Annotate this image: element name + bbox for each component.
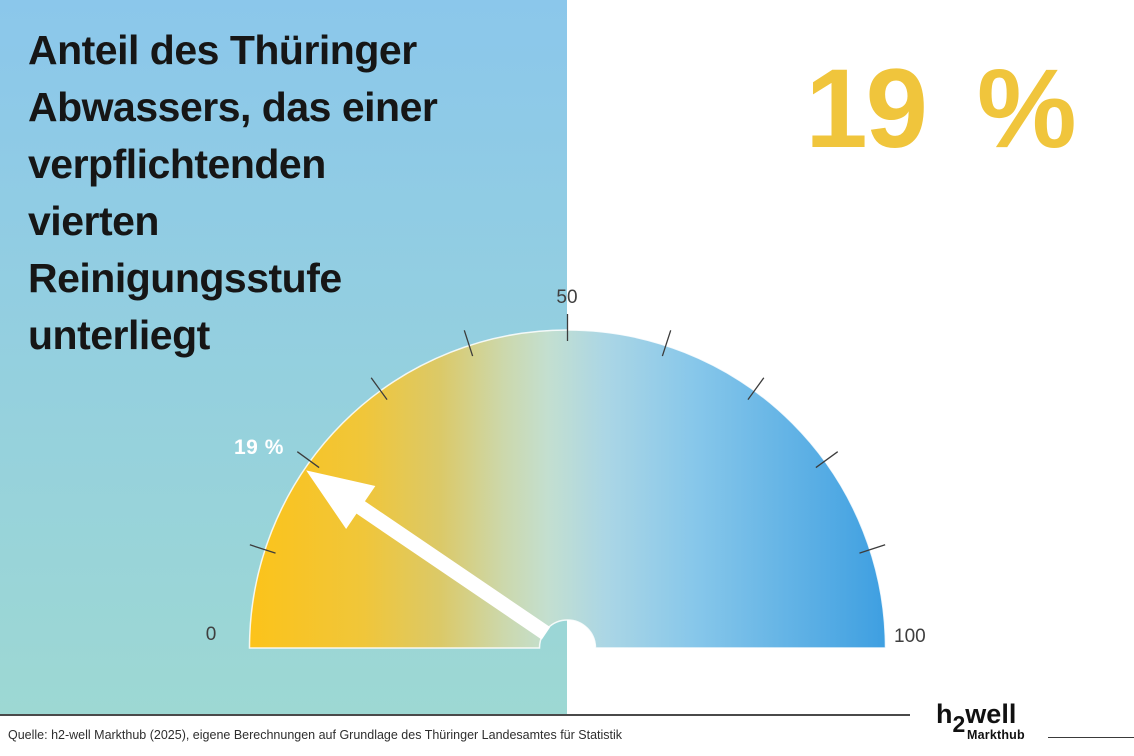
gauge-arc xyxy=(248,329,887,649)
logo-h: h xyxy=(936,699,953,729)
logo-well: well xyxy=(965,699,1017,729)
chart-title-line: Anteil des Thüringer xyxy=(28,27,417,73)
gauge-tick xyxy=(661,330,672,357)
chart-title-line: verpflichtenden xyxy=(28,141,326,187)
gauge-tick xyxy=(296,451,320,469)
needle-value-label: 19 % xyxy=(234,436,284,459)
gauge-mid-label: 50 xyxy=(556,287,578,308)
footer-divider-left xyxy=(0,714,910,716)
chart-title-line: unterliegt xyxy=(28,312,210,358)
gauge-min-label: 0 xyxy=(205,624,217,645)
h2well-logo: h2well Markthub xyxy=(936,699,1025,743)
logo-subscript-2: 2 xyxy=(952,711,966,737)
chart-title-line: Abwassers, das einer xyxy=(28,84,438,130)
chart-title-line: vierten xyxy=(28,198,159,244)
gauge-tick xyxy=(859,544,886,554)
h2well-logo-wordmark: h2well xyxy=(936,699,1025,738)
chart-title: Anteil des Thüringer Abwassers, das eine… xyxy=(28,22,558,364)
gauge-tick xyxy=(249,544,276,554)
headline-value: 19 % xyxy=(805,46,1076,171)
footer-divider-right xyxy=(1048,737,1134,738)
gauge-max-label: 100 xyxy=(894,626,926,647)
gauge-tick xyxy=(463,330,474,357)
gauge-tick xyxy=(747,377,765,401)
chart-title-line: Reinigungsstufe xyxy=(28,255,342,301)
gauge-tick xyxy=(815,451,839,469)
gauge-tick xyxy=(370,377,388,401)
gauge-needle xyxy=(306,470,551,640)
logo-markthub-label: Markthub xyxy=(967,728,1025,742)
source-note: Quelle: h2-well Markthub (2025), eigene … xyxy=(8,728,623,742)
